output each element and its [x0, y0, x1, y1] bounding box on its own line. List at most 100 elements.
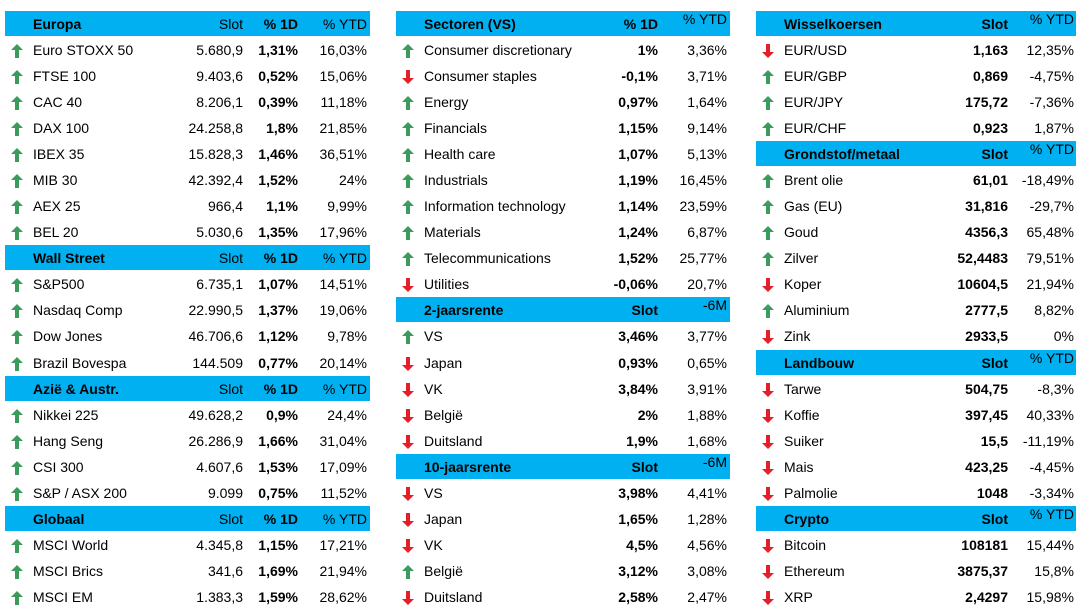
cell-value: 1,35%	[258, 224, 298, 241]
column-header: % YTD	[322, 16, 367, 32]
row-label: AEX 25	[33, 198, 81, 215]
cell-value: 15,8%	[1034, 562, 1074, 579]
cell-value: 15.828,3	[188, 146, 244, 163]
cell-value: 1,12%	[258, 328, 298, 345]
row-label: EUR/CHF	[784, 120, 847, 137]
trend-arrow	[11, 356, 23, 371]
trend-arrow	[762, 96, 774, 111]
cell-value: 52,4483	[957, 250, 1008, 267]
cell-value: 24%	[338, 172, 367, 189]
cell-value: 1,52%	[618, 250, 658, 267]
cell-value: 20,14%	[319, 354, 367, 371]
cell-value: 49.628,2	[188, 406, 244, 423]
column-header: % YTD	[1029, 11, 1074, 27]
cell-value: 15,44%	[1026, 536, 1074, 553]
trend-arrow	[762, 330, 774, 345]
trend-arrow	[402, 538, 414, 553]
row-label: VK	[424, 536, 443, 553]
row-label: België	[424, 406, 463, 423]
cell-value: 0,923	[972, 120, 1008, 137]
trend-arrow	[402, 434, 414, 449]
section-header	[756, 141, 1076, 167]
cell-value: 4,5%	[626, 536, 658, 553]
cell-value: -18,49%	[1021, 172, 1074, 189]
trend-arrow	[402, 44, 414, 59]
cell-value: 15,06%	[319, 68, 367, 85]
cell-value: 20,7%	[687, 276, 727, 293]
cell-value: -4,45%	[1029, 458, 1074, 475]
cell-value: 1,53%	[258, 458, 298, 475]
row-label: CSI 300	[33, 458, 84, 475]
row-label: EUR/JPY	[784, 94, 844, 111]
cell-value: 65,48%	[1026, 224, 1074, 241]
row-label: Industrials	[424, 172, 488, 189]
cell-value: 4,56%	[687, 536, 727, 553]
row-label: Ethereum	[784, 562, 845, 579]
trend-arrow	[402, 226, 414, 241]
row-label: Materials	[424, 224, 481, 241]
cell-value: 0,93%	[618, 354, 658, 371]
trend-arrow	[11, 538, 23, 553]
column-header: % YTD	[322, 510, 367, 527]
cell-value: 966,4	[207, 198, 243, 215]
column-header: % YTD	[1029, 141, 1074, 158]
cell-value: 3,91%	[687, 380, 727, 397]
cell-value: 1,15%	[618, 120, 658, 137]
row-label: Tarwe	[784, 380, 822, 397]
cell-value: 11,18%	[320, 94, 367, 111]
column-header: Slot	[981, 146, 1008, 163]
column-header: % YTD	[682, 11, 727, 27]
row-label: MSCI Brics	[33, 562, 103, 579]
cell-value: 504,75	[965, 380, 1008, 397]
trend-arrow	[11, 122, 23, 137]
trend-arrow	[402, 356, 414, 371]
cell-value: 1,19%	[618, 172, 658, 189]
cell-value: 1,28%	[687, 510, 727, 527]
trend-arrow	[402, 252, 414, 267]
trend-arrow	[762, 304, 774, 319]
cell-value: 21,94%	[319, 562, 367, 579]
column-header: -6M	[702, 453, 727, 470]
trend-arrow	[762, 486, 774, 501]
cell-value: 341,6	[207, 562, 243, 579]
column-header: % YTD	[322, 380, 367, 397]
column-header: % 1D	[263, 250, 298, 267]
row-label: MSCI World	[33, 536, 109, 553]
row-label: FTSE 100	[33, 68, 97, 85]
column-header: % YTD	[1029, 505, 1074, 522]
row-label: VS	[424, 328, 443, 345]
section-title: 2-jaarsrente	[424, 302, 504, 319]
cell-value: 9,78%	[327, 328, 367, 345]
cell-value: 1,52%	[258, 172, 298, 189]
cell-value: 3,84%	[618, 380, 658, 397]
row-label: MSCI EM	[33, 588, 93, 605]
cell-value: 36,51%	[319, 146, 367, 163]
row-label: Koffie	[784, 406, 820, 423]
cell-value: 16,45%	[679, 172, 727, 189]
cell-value: 175,72	[965, 94, 1008, 111]
row-label: Nikkei 225	[33, 406, 99, 423]
row-label: BEL 20	[33, 224, 79, 241]
cell-value: 1,9%	[626, 432, 658, 449]
row-label: DAX 100	[33, 120, 90, 137]
column-header: % YTD	[1029, 349, 1074, 366]
row-label: Koper	[784, 276, 822, 293]
section-header	[396, 11, 730, 36]
cell-value: 3,46%	[618, 328, 658, 345]
cell-value: 28,62%	[319, 588, 367, 605]
cell-value: 1,07%	[618, 146, 658, 163]
trend-arrow	[402, 200, 414, 215]
cell-value: 1,163	[972, 42, 1008, 59]
row-label: Zilver	[784, 250, 819, 267]
trend-arrow	[11, 174, 23, 189]
cell-value: 4,41%	[687, 484, 727, 501]
trend-arrow	[11, 486, 23, 501]
trend-arrow	[762, 434, 774, 449]
column-header: Slot	[981, 510, 1008, 527]
row-label: EUR/GBP	[784, 68, 848, 85]
cell-value: 2,4297	[965, 588, 1008, 605]
cell-value: 2777,5	[965, 302, 1008, 319]
cell-value: 144.509	[192, 354, 243, 371]
cell-value: 1,46%	[258, 146, 298, 163]
cell-value: 17,21%	[319, 536, 367, 553]
